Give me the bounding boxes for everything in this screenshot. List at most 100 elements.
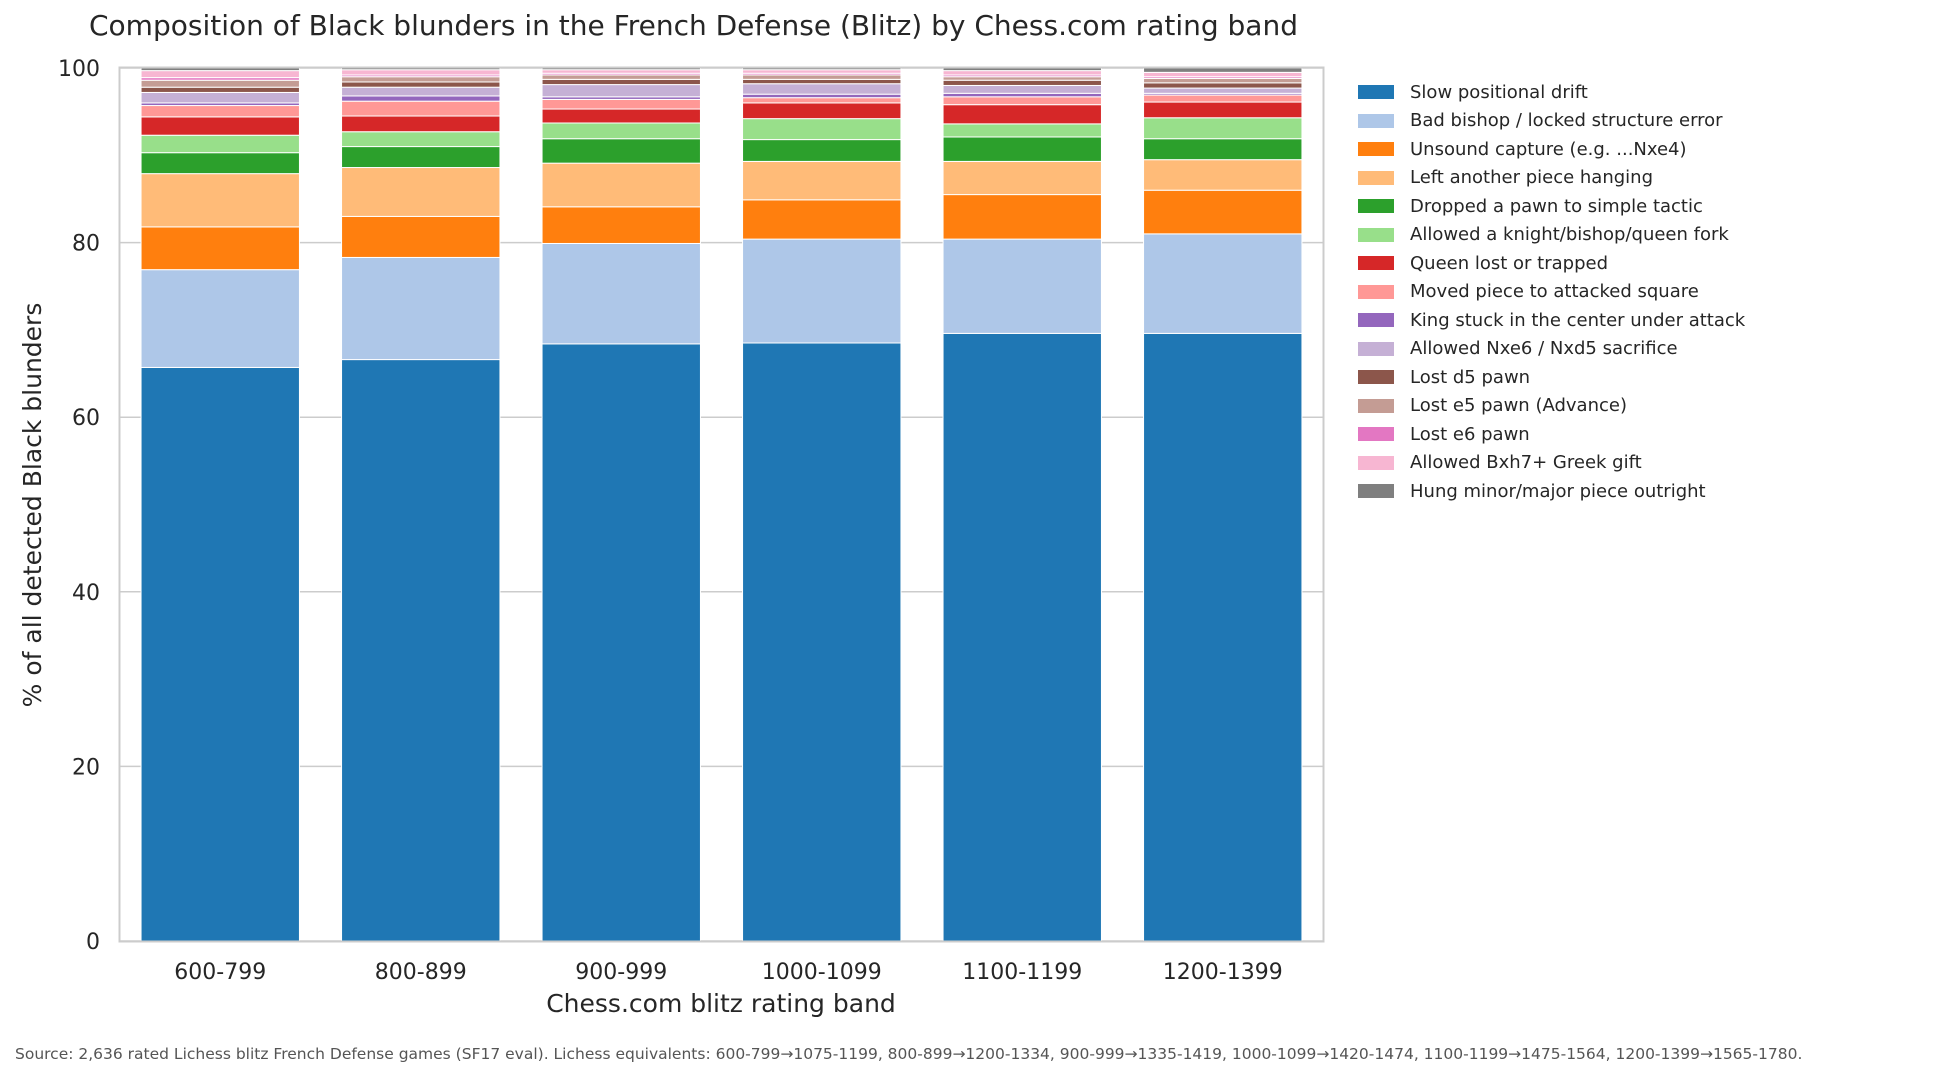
bar-segment	[1143, 94, 1303, 103]
x-tick-label: 1200-1399	[1163, 960, 1283, 985]
bar-segment	[341, 131, 501, 148]
legend-item: Allowed Nxe6 / Nxd5 sacrifice	[1358, 335, 1745, 364]
bar-segment	[742, 199, 902, 240]
bar-segment	[942, 332, 1102, 942]
bar-segment	[1143, 233, 1303, 334]
bar-stack	[742, 67, 902, 942]
bar-segment	[742, 93, 902, 99]
bar-segment	[942, 160, 1102, 196]
legend-swatch	[1358, 455, 1394, 470]
legend-label: Lost e6 pawn	[1410, 423, 1530, 445]
bar-segment	[541, 69, 701, 74]
legend-swatch	[1358, 199, 1394, 214]
legend-label: Hung minor/major piece outright	[1410, 480, 1706, 502]
bar-segment	[1143, 332, 1303, 942]
y-tick-label: 80	[72, 232, 100, 257]
grid-lines	[120, 67, 1323, 942]
legend-swatch	[1358, 227, 1394, 242]
legend-swatch	[1358, 284, 1394, 299]
bar-segment	[742, 160, 902, 201]
legend-item: Lost d5 pawn	[1358, 363, 1745, 392]
y-tick-labels: 0 20 40 60 80 100	[58, 57, 100, 955]
bar-stack	[140, 67, 300, 942]
bar-segment	[341, 69, 501, 76]
bar-segment	[140, 105, 300, 118]
legend-label: Dropped a pawn to simple tactic	[1410, 195, 1703, 217]
x-tick-label: 1000-1099	[762, 960, 882, 985]
legend-item: Bad bishop / locked structure error	[1358, 107, 1745, 136]
y-tick-label: 100	[58, 57, 100, 82]
y-tick-label: 40	[72, 581, 100, 606]
bar-segment	[140, 79, 300, 88]
bar-segment	[140, 91, 300, 104]
legend-swatch	[1358, 142, 1394, 157]
legend-label: Slow positional drift	[1410, 81, 1588, 103]
bar-segment	[742, 139, 902, 162]
legend-swatch	[1358, 484, 1394, 499]
legend-swatch	[1358, 313, 1394, 328]
bar-segment	[742, 69, 902, 74]
bar-stack	[1143, 67, 1303, 942]
bar-stack	[942, 67, 1102, 942]
bar-segment	[541, 74, 701, 80]
bar-segment	[140, 226, 300, 271]
x-tick-label: 1100-1199	[962, 960, 1082, 985]
legend-item: Moved piece to attacked square	[1358, 278, 1745, 307]
legend-swatch	[1358, 370, 1394, 385]
legend-item: Left another piece hanging	[1358, 164, 1745, 193]
y-tick-label: 20	[72, 755, 100, 780]
bar-segment	[742, 342, 902, 942]
y-tick-label: 0	[86, 930, 100, 955]
legend-swatch	[1358, 170, 1394, 185]
legend-label: Moved piece to attacked square	[1410, 281, 1699, 303]
legend-label: Unsound capture (e.g. ...Nxe4)	[1410, 138, 1687, 160]
bar-segment	[942, 136, 1102, 162]
bars	[140, 67, 1303, 942]
bar-segment	[140, 70, 300, 79]
bar-segment	[140, 269, 300, 368]
bar-segment	[1143, 117, 1303, 140]
y-axis-label: % of all detected Black blunders	[18, 303, 47, 708]
bar-segment	[1143, 71, 1303, 78]
bar-segment	[942, 238, 1102, 334]
chart-title: Composition of Black blunders in the Fre…	[89, 9, 1298, 42]
bar-segment	[341, 115, 501, 133]
legend-item: Dropped a pawn to simple tactic	[1358, 192, 1745, 221]
bar-segment	[742, 83, 902, 95]
bar-segment	[942, 84, 1102, 94]
bar-segment	[341, 256, 501, 361]
bar-segment	[1143, 189, 1303, 235]
bar-stack	[341, 67, 501, 942]
legend-label: Bad bishop / locked structure error	[1410, 110, 1723, 132]
bar-segment	[541, 78, 701, 86]
legend-swatch	[1358, 341, 1394, 356]
bar-segment	[341, 86, 501, 97]
bar-segment	[942, 96, 1102, 106]
legend-label: Allowed Bxh7+ Greek gift	[1410, 452, 1642, 474]
legend: Slow positional drift Bad bishop / locked…	[1358, 78, 1745, 506]
legend-item: Unsound capture (e.g. ...Nxe4)	[1358, 135, 1745, 164]
legend-label: Queen lost or trapped	[1410, 252, 1608, 274]
bar-segment	[140, 116, 300, 136]
bar-segment	[742, 118, 902, 141]
bar-segment	[541, 122, 701, 140]
legend-item: Lost e5 pawn (Advance)	[1358, 392, 1745, 421]
bar-segment	[742, 238, 902, 344]
bar-segment	[140, 134, 300, 154]
x-tick-label: 900-999	[575, 960, 667, 985]
x-axis-label: Chess.com blitz rating band	[546, 989, 896, 1018]
legend-label: Allowed a knight/bishop/queen fork	[1410, 224, 1729, 246]
bar-segment	[1143, 77, 1303, 84]
bar-segment	[742, 97, 902, 104]
bar-segment	[942, 92, 1102, 98]
legend-item: Lost e6 pawn	[1358, 420, 1745, 449]
legend-label: Lost d5 pawn	[1410, 366, 1531, 388]
y-tick-label: 60	[72, 406, 100, 431]
bar-segment	[541, 138, 701, 164]
bar-segment	[341, 95, 501, 102]
bar-segment	[541, 108, 701, 124]
legend-label: Allowed Nxe6 / Nxd5 sacrifice	[1410, 338, 1678, 360]
legend-item: Hung minor/major piece outright	[1358, 477, 1745, 506]
bar-segment	[341, 167, 501, 217]
